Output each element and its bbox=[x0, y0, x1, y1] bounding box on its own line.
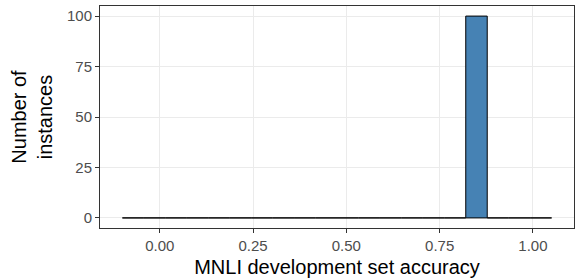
svg-text:0: 0 bbox=[84, 209, 92, 226]
svg-text:0.75: 0.75 bbox=[425, 237, 454, 254]
svg-text:0.25: 0.25 bbox=[238, 237, 267, 254]
svg-text:25: 25 bbox=[75, 159, 92, 176]
svg-text:1.00: 1.00 bbox=[518, 237, 547, 254]
svg-text:0.50: 0.50 bbox=[332, 237, 361, 254]
svg-text:75: 75 bbox=[75, 58, 92, 75]
svg-text:50: 50 bbox=[75, 108, 92, 125]
svg-text:0.00: 0.00 bbox=[145, 237, 174, 254]
svg-text:MNLI development set accuracy: MNLI development set accuracy bbox=[194, 256, 480, 278]
svg-text:Number ofinstances: Number ofinstances bbox=[8, 70, 56, 164]
svg-text:100: 100 bbox=[67, 7, 92, 24]
